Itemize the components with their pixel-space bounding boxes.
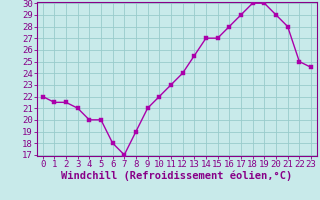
- X-axis label: Windchill (Refroidissement éolien,°C): Windchill (Refroidissement éolien,°C): [61, 171, 292, 181]
